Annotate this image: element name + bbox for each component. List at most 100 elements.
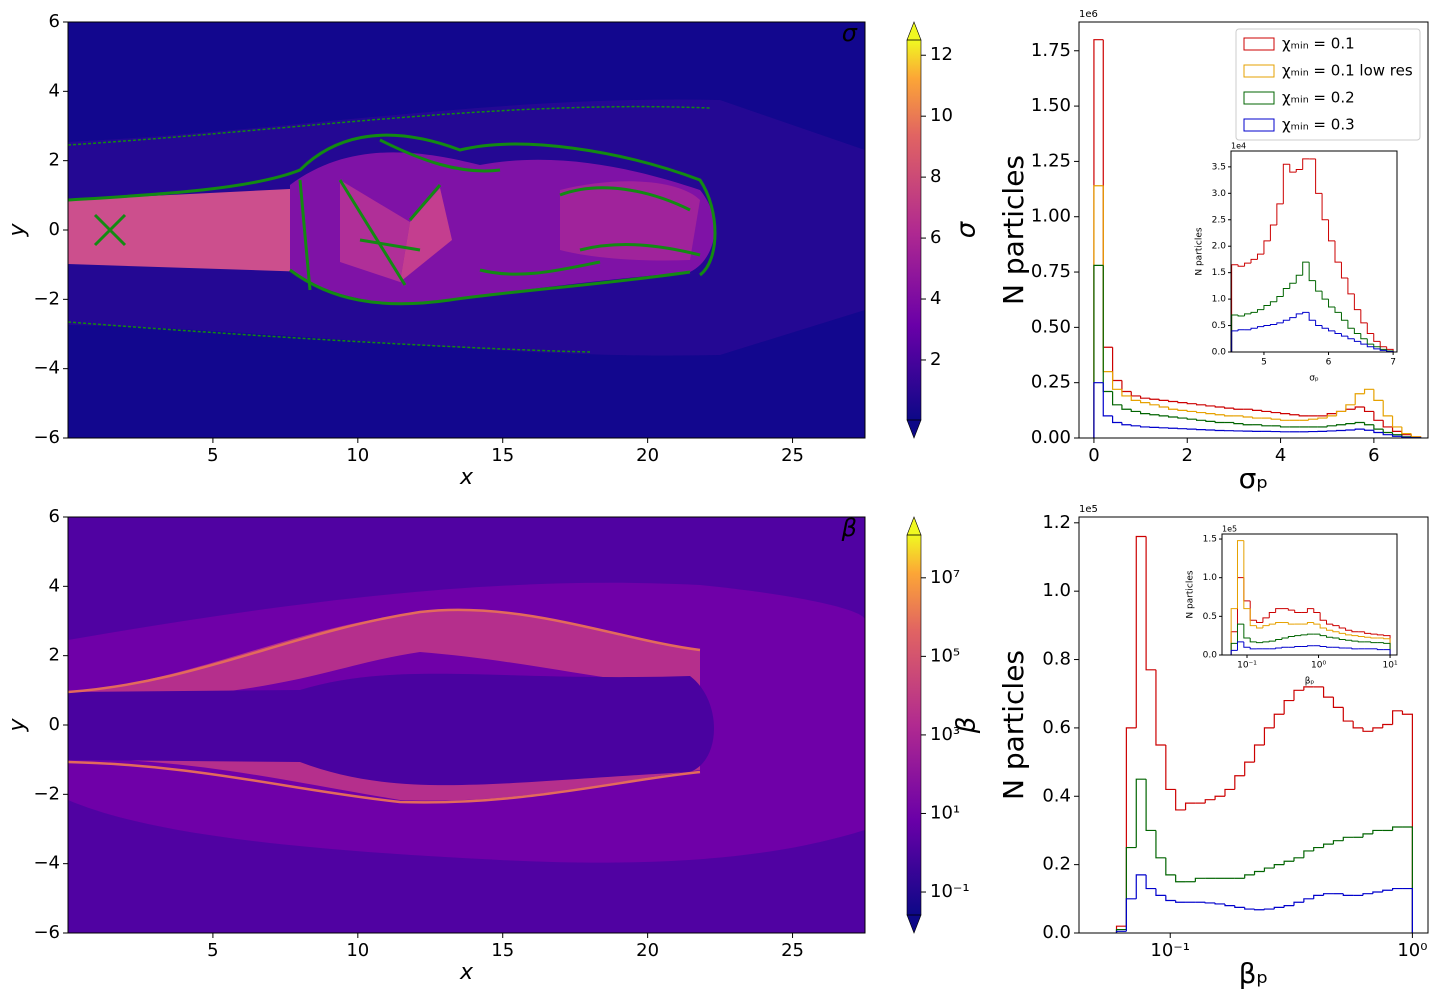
colorbar-tick-label: 2	[930, 349, 941, 370]
histogram-step	[1373, 411, 1384, 421]
y-tick-label: −2	[33, 783, 60, 804]
y-tick-label: 0.0	[1212, 348, 1227, 358]
histogram-step	[1362, 833, 1373, 838]
y-tick-label: 4	[49, 575, 60, 596]
histogram-step	[1354, 406, 1365, 410]
y-axis-label: y	[5, 223, 30, 238]
histogram-step	[1158, 399, 1169, 401]
histogram-step	[1370, 641, 1378, 644]
histogram-step	[1294, 635, 1302, 637]
histogram-step	[1392, 826, 1403, 831]
x-tick-label: 25	[781, 445, 804, 466]
x-tick-label: 10⁰	[1397, 940, 1427, 961]
histogram-step	[1298, 414, 1309, 417]
histogram-step	[1165, 744, 1176, 791]
histogram-step	[1342, 836, 1354, 841]
legend-label: χₘᵢₙ = 0.1	[1282, 35, 1355, 53]
histogram-step	[1244, 262, 1252, 267]
histogram-step	[1230, 649, 1238, 655]
histogram-step	[1269, 301, 1277, 306]
histogram-step	[1321, 193, 1329, 221]
y-tick-label: 6	[49, 506, 60, 527]
histogram-step	[1263, 304, 1271, 310]
histogram-step	[1256, 309, 1264, 313]
y-tick-label: 1.0	[1212, 295, 1227, 305]
plot-frame	[1078, 21, 1429, 439]
histogram-step	[1135, 874, 1147, 899]
histogram-step	[1366, 344, 1374, 348]
histogram-step	[1204, 799, 1216, 804]
histogram-step	[1243, 540, 1251, 610]
y-tick-label: 0.25	[1031, 372, 1071, 393]
histogram-step	[1205, 420, 1216, 423]
y-tick-label: 0.8	[1042, 649, 1071, 670]
histogram-step	[1175, 874, 1186, 883]
histogram-step	[1205, 404, 1216, 407]
histogram-step	[1268, 623, 1276, 626]
histogram-step	[1231, 330, 1239, 352]
histogram-step	[1249, 637, 1257, 643]
histogram-step	[1379, 348, 1387, 351]
histogram-step	[1382, 400, 1393, 417]
histogram-step	[1261, 424, 1272, 427]
x-tick-label: 10⁰	[1311, 661, 1326, 671]
offset-label: 1e5	[1222, 525, 1237, 534]
histogram-step	[1263, 240, 1271, 255]
histogram-step	[1293, 689, 1304, 701]
x-tick-label: 7	[1390, 358, 1396, 368]
histogram-step	[1195, 419, 1206, 421]
colorbar-label: σ	[952, 220, 982, 238]
histogram-step	[1373, 346, 1381, 350]
plot-frame	[1078, 516, 1429, 934]
histogram-step	[1345, 627, 1352, 631]
histogram-step	[1121, 380, 1132, 393]
histogram-step	[1283, 905, 1294, 908]
y-tick-label: 0.4	[1042, 785, 1071, 806]
histogram-step	[1165, 895, 1176, 902]
histogram-step	[1334, 240, 1342, 263]
histogram-step	[1322, 843, 1334, 848]
histogram-step	[1328, 219, 1335, 242]
y-tick-label: −4	[33, 358, 60, 379]
colorbar-frame	[906, 39, 922, 421]
histogram-step	[1167, 407, 1178, 410]
legend-swatch	[1243, 37, 1275, 51]
histogram-step	[1287, 608, 1295, 611]
histogram-step	[1275, 639, 1282, 642]
histogram-step	[1373, 333, 1381, 342]
y-tick-label: 4	[49, 80, 60, 101]
histogram-step	[1130, 409, 1141, 413]
histogram-step	[1275, 647, 1282, 649]
histogram-step	[1224, 788, 1235, 797]
plot-frame	[67, 516, 866, 934]
histogram-step	[1335, 410, 1346, 416]
histogram-step	[1391, 415, 1402, 428]
histogram-step	[1372, 727, 1383, 732]
histogram-step	[1234, 775, 1245, 790]
histogram-step	[1363, 388, 1374, 394]
colorbar-tick-label: 10¹	[930, 802, 960, 823]
y-tick-label: 2.0	[1212, 242, 1227, 252]
histogram-step	[1340, 262, 1348, 279]
histogram-step	[1382, 889, 1393, 892]
histogram-step	[1289, 413, 1300, 416]
histogram-step	[1177, 416, 1188, 419]
histogram-step	[1303, 686, 1314, 691]
histogram-step	[1155, 830, 1166, 859]
histogram-step	[1145, 779, 1156, 832]
histogram-step	[1354, 393, 1365, 405]
histogram-step	[1139, 395, 1150, 399]
histogram-step	[1224, 903, 1235, 907]
histogram-step	[1307, 418, 1318, 421]
y-tick-label: 2.5	[1212, 215, 1226, 225]
x-tick-label: 5	[207, 445, 218, 466]
histogram-step	[1139, 411, 1150, 415]
colorbar-frame	[906, 534, 922, 916]
x-tick-label: 5	[1261, 358, 1267, 368]
histogram-step	[1351, 648, 1359, 650]
colorbar	[907, 40, 921, 420]
map-annotation: β	[841, 514, 857, 542]
histogram-step	[1326, 635, 1333, 638]
x-tick-label: 20	[636, 445, 659, 466]
histogram-step	[1319, 634, 1327, 637]
